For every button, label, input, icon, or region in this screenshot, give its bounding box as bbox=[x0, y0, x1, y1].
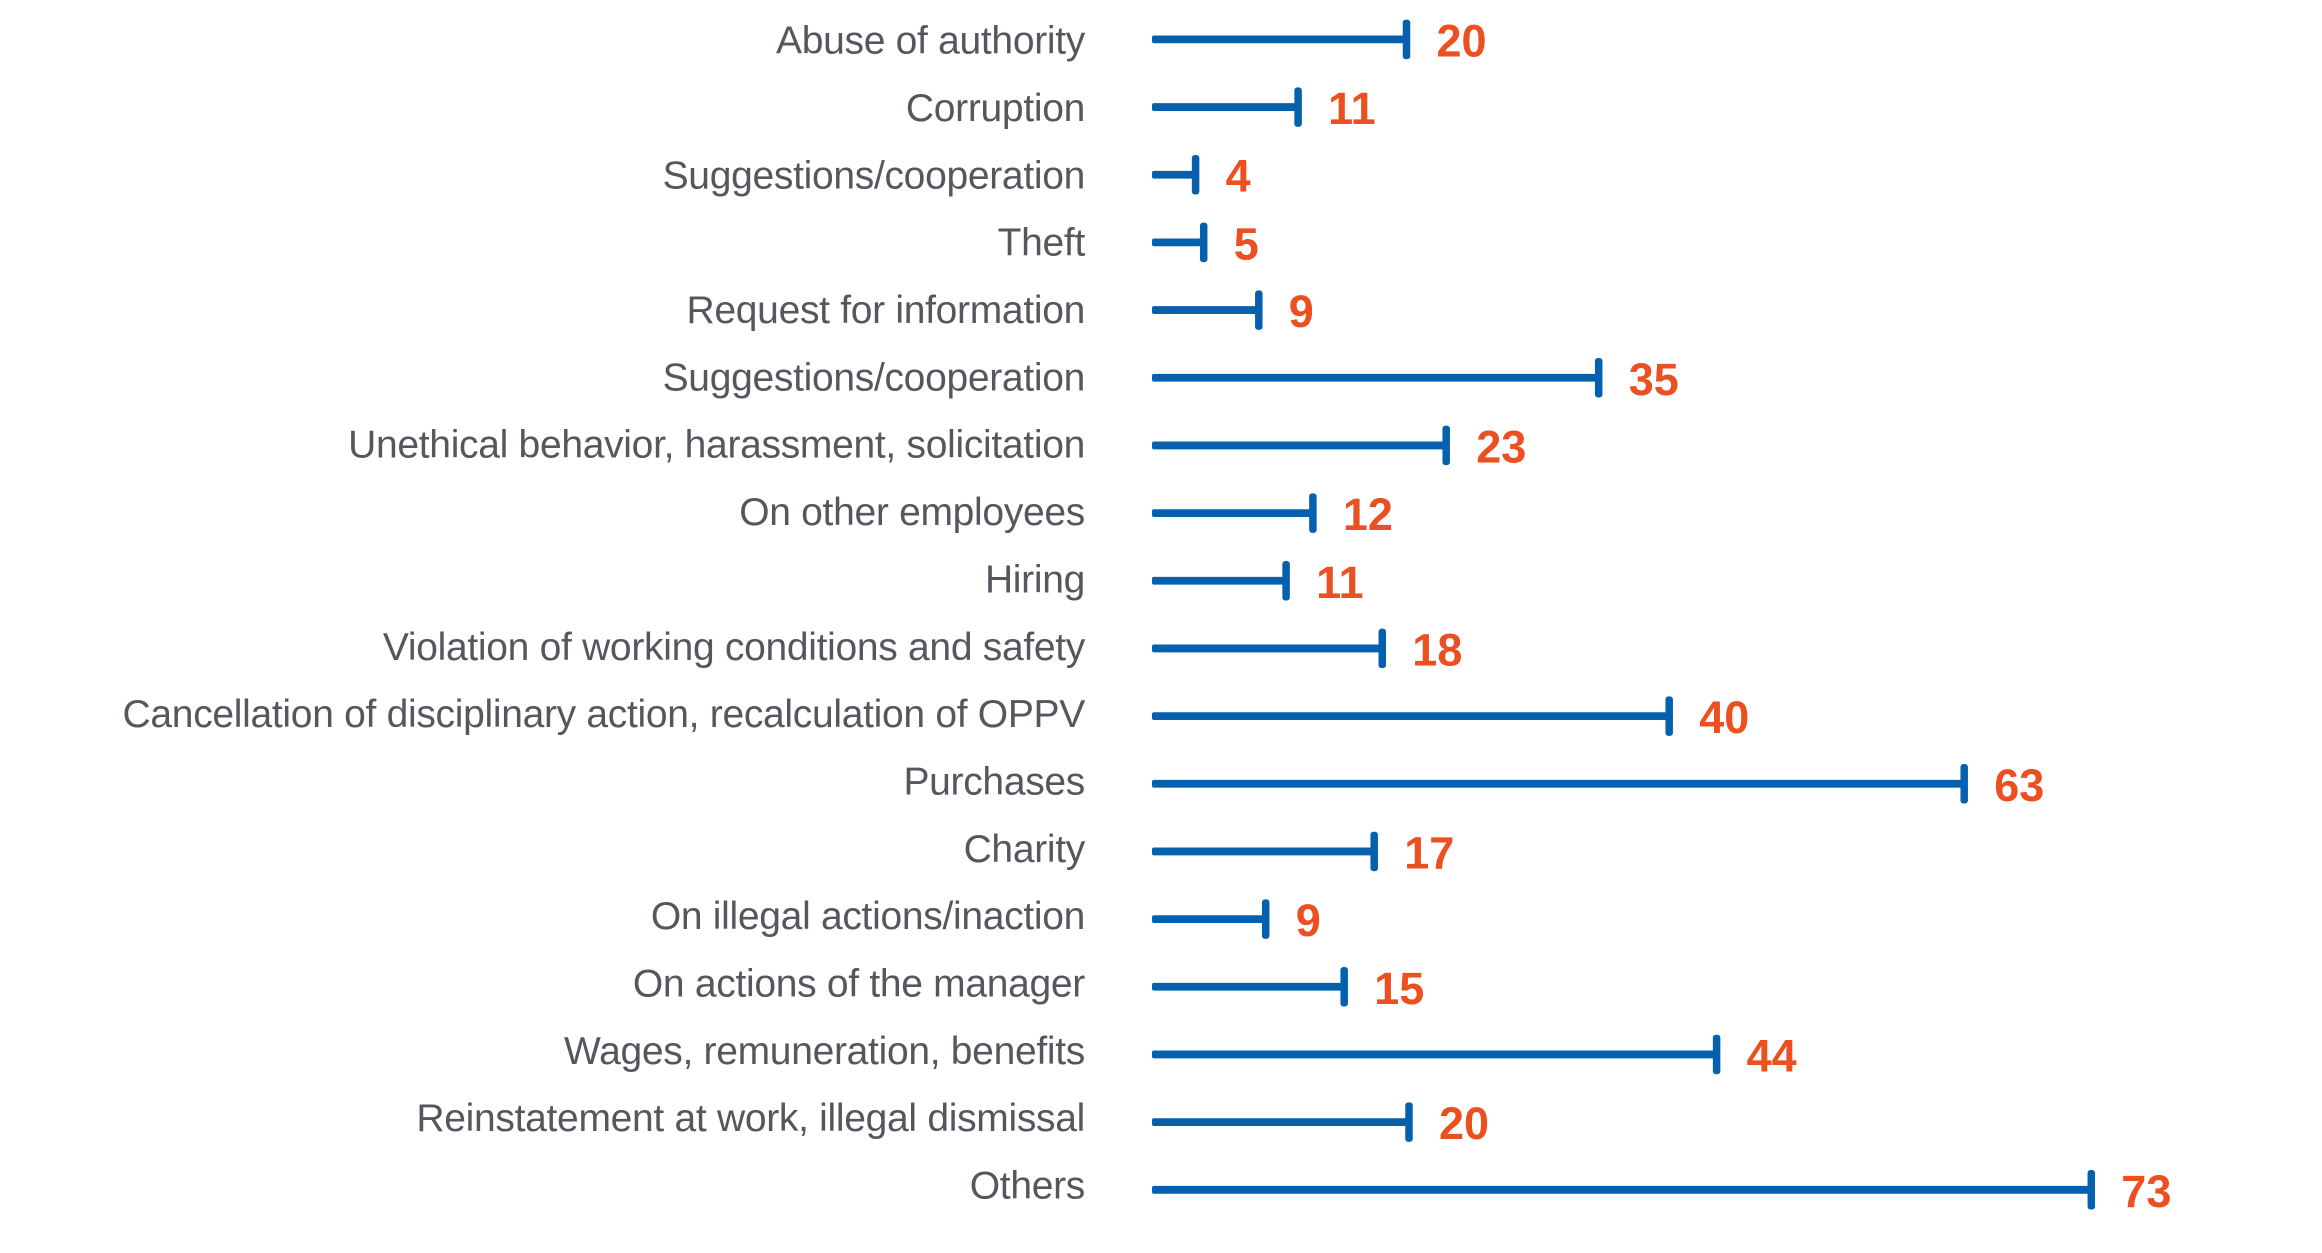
svg-text:15: 15 bbox=[1374, 963, 1424, 1014]
svg-text:Suggestions/cooperation: Suggestions/cooperation bbox=[663, 356, 1085, 399]
svg-text:Violation of working condition: Violation of working conditions and safe… bbox=[383, 626, 1086, 669]
svg-text:9: 9 bbox=[1289, 286, 1314, 337]
svg-text:20: 20 bbox=[1437, 15, 1487, 66]
svg-text:Charity: Charity bbox=[964, 828, 1086, 871]
svg-text:Abuse of authority: Abuse of authority bbox=[776, 20, 1086, 63]
svg-text:Suggestions/cooperation: Suggestions/cooperation bbox=[663, 154, 1085, 197]
svg-text:On other employees: On other employees bbox=[739, 491, 1085, 534]
svg-text:20: 20 bbox=[1439, 1098, 1489, 1149]
svg-text:5: 5 bbox=[1234, 218, 1259, 269]
svg-text:12: 12 bbox=[1343, 489, 1393, 540]
svg-text:Corruption: Corruption bbox=[906, 87, 1085, 130]
svg-text:Request for information: Request for information bbox=[687, 289, 1085, 332]
svg-text:18: 18 bbox=[1412, 624, 1462, 675]
svg-text:On illegal actions/inaction: On illegal actions/inaction bbox=[651, 895, 1085, 938]
svg-text:Purchases: Purchases bbox=[903, 760, 1085, 803]
svg-text:11: 11 bbox=[1328, 83, 1376, 134]
svg-text:Theft: Theft bbox=[998, 222, 1086, 265]
svg-text:Unethical behavior, harassment: Unethical behavior, harassment, solicita… bbox=[348, 424, 1085, 467]
svg-text:44: 44 bbox=[1747, 1030, 1797, 1081]
svg-text:4: 4 bbox=[1226, 151, 1251, 202]
svg-text:63: 63 bbox=[1994, 760, 2044, 811]
svg-text:Cancellation of disciplinary a: Cancellation of disciplinary action, rec… bbox=[123, 693, 1086, 736]
svg-text:23: 23 bbox=[1476, 421, 1526, 472]
svg-text:11: 11 bbox=[1316, 557, 1364, 608]
svg-text:17: 17 bbox=[1404, 827, 1454, 878]
svg-text:On actions of the manager: On actions of the manager bbox=[633, 962, 1085, 1005]
svg-text:Others: Others bbox=[970, 1164, 1085, 1207]
svg-text:35: 35 bbox=[1629, 354, 1679, 405]
svg-text:Hiring: Hiring bbox=[985, 558, 1085, 601]
svg-text:Reinstatement at work, illegal: Reinstatement at work, illegal dismissal bbox=[416, 1097, 1085, 1140]
svg-text:Wages, remuneration, benefits: Wages, remuneration, benefits bbox=[564, 1030, 1085, 1073]
svg-text:40: 40 bbox=[1699, 692, 1749, 743]
svg-text:9: 9 bbox=[1296, 895, 1321, 946]
svg-text:73: 73 bbox=[2121, 1166, 2171, 1217]
